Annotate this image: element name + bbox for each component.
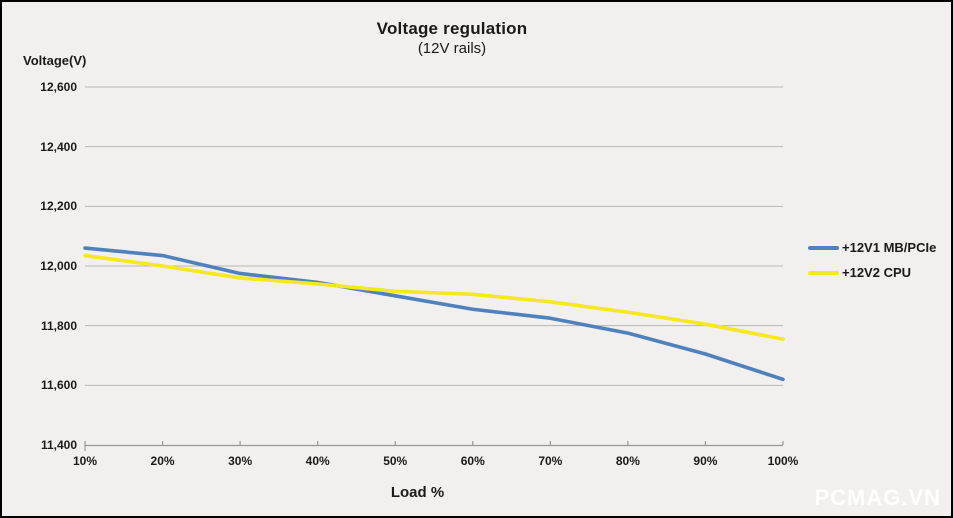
y-tick-label: 12,000 [40, 259, 77, 273]
chart-subtitle: (12V rails) [417, 40, 487, 57]
x-tick-label: 30% [228, 454, 253, 468]
x-tick-label: 90% [693, 454, 718, 468]
x-axis-title: Load % [390, 484, 445, 501]
y-tick-label: 12,600 [40, 80, 77, 94]
series-line-0 [83, 246, 785, 382]
legend-label-12v1-mb-pcie: +12V1 MB/PCIe [842, 240, 937, 255]
x-tick-label: 10% [72, 454, 98, 468]
y-tick-label: 12,400 [40, 139, 77, 154]
x-tick-label: 80% [615, 454, 640, 468]
y-tick-label: 11,400 [40, 438, 77, 452]
legend-label-12v2-cpu: +12V2 CPU [842, 265, 912, 280]
legend: +12V1 MB/PCIe +12V2 CPU [808, 235, 936, 285]
chart-title: Voltage regulation [376, 19, 528, 38]
x-tick-label: 70% [538, 454, 563, 468]
y-axis-title: Voltage(V) [23, 53, 87, 68]
x-tick-label: 100% [767, 454, 799, 468]
x-tick-label: 60% [460, 454, 485, 468]
legend-line-swatch-yellow [808, 270, 839, 275]
x-tick-label: 50% [383, 454, 408, 468]
x-tick-label: 20% [150, 454, 175, 468]
legend-item-12v1-mb-pcie: +12V1 MB/PCIe [808, 235, 936, 260]
y-tick-label: 12,200 [40, 199, 77, 214]
watermark: PCMAG.VN [814, 485, 941, 510]
chart-title-block: Voltage regulation (12V rails) [2, 18, 902, 59]
legend-item-12v2-cpu: +12V2 CPU [808, 260, 936, 285]
x-tick-label: 40% [305, 454, 330, 468]
series-line-1 [83, 253, 785, 341]
legend-line-swatch-blue [808, 245, 839, 250]
y-tick-label: 11,600 [40, 378, 77, 393]
y-tick-label: 11,800 [40, 318, 77, 333]
